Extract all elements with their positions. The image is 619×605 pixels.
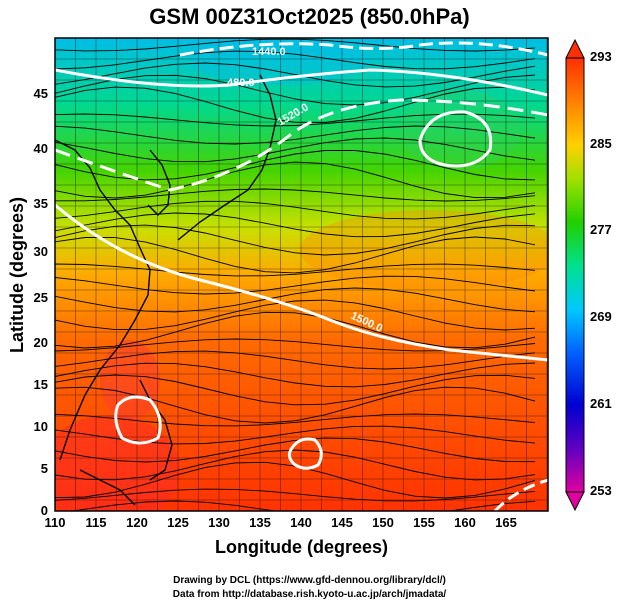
streamline [55, 425, 536, 445]
y-tick-label: 30 [34, 244, 48, 259]
streamline [55, 386, 536, 424]
colorbar-tick-label: 269 [590, 309, 612, 324]
coastline-japan [177, 74, 277, 241]
streamline [55, 224, 536, 256]
credit-drawing: Drawing by DCL (https://www.gfd-dennou.o… [173, 575, 446, 586]
plot-title: GSM 00Z31Oct2025 (850.0hPa) [149, 4, 470, 29]
colorbar-bottom-arrow [565, 491, 585, 512]
y-tick-label: 45 [34, 86, 48, 101]
streamline [55, 374, 536, 406]
contour-label: 480.0 [227, 77, 255, 89]
x-tick-label: 115 [86, 515, 107, 530]
y-tick-label: 5 [41, 461, 48, 476]
y-tick-label: 10 [34, 419, 48, 434]
y-tick-label: 40 [34, 141, 48, 156]
contour-ring-low-2 [287, 437, 323, 470]
contour-line-southeast [493, 478, 548, 511]
streamline [55, 350, 536, 370]
streamline [55, 488, 536, 502]
streamline [55, 86, 536, 123]
contour-ring-low-1 [114, 395, 162, 445]
y-tick-label: 25 [34, 290, 48, 305]
streamline [55, 287, 536, 313]
colorbar-top-arrow [565, 38, 585, 59]
streamline [55, 413, 536, 427]
colorbar: 293 285 277 269 261 253 [565, 38, 612, 512]
y-axis-ticks: 0 5 10 15 20 25 30 35 40 45 [34, 86, 48, 518]
colorbar-tick-label: 261 [590, 396, 612, 411]
x-tick-label: 135 [249, 515, 271, 530]
coastline-philippines [139, 379, 173, 481]
x-tick-label: 150 [372, 515, 394, 530]
streamline [55, 150, 536, 181]
x-tick-label: 110 [45, 515, 66, 530]
streamline [55, 137, 536, 163]
x-axis-ticks: 110 115 120 125 130 135 140 145 150 155 … [45, 515, 517, 530]
streamline [55, 362, 536, 388]
streamline [55, 62, 536, 88]
streamline [55, 200, 536, 220]
streamline [55, 50, 536, 70]
x-tick-label: 120 [126, 515, 148, 530]
streamlines [55, 38, 536, 511]
y-tick-label: 0 [41, 503, 48, 518]
streamline [55, 311, 536, 349]
x-tick-label: 145 [331, 515, 353, 530]
contour-line-1440 [179, 41, 548, 57]
x-tick-label: 130 [208, 515, 230, 530]
colorbar-scale [565, 57, 585, 493]
contour-line-1500 [55, 203, 548, 362]
colorbar-tick-label: 285 [590, 136, 612, 151]
colorbar-tick-label: 293 [590, 49, 612, 64]
x-tick-label: 125 [167, 515, 189, 530]
coastline-borneo [79, 469, 136, 506]
weather-map: 1440.0 480.0 1520.0 1500.0 110 115 120 1… [34, 37, 612, 530]
streamline [55, 263, 536, 277]
contour-line-480 [55, 68, 548, 97]
plot-frame [54, 37, 549, 512]
x-tick-label: 160 [454, 515, 476, 530]
x-axis-label: Longitude (degrees) [214, 537, 388, 557]
x-tick-label: 140 [290, 515, 312, 530]
streamline [55, 449, 536, 481]
streamline [55, 161, 536, 199]
contour-ring-high [418, 110, 493, 168]
colorbar-tick-label: 253 [590, 483, 612, 498]
streamline [55, 275, 536, 295]
y-axis-label: Latitude (degrees) [7, 196, 27, 354]
y-tick-label: 15 [34, 377, 48, 392]
y-tick-label: 35 [34, 196, 48, 211]
streamline [55, 437, 536, 463]
colorbar-tick-label: 277 [590, 222, 612, 237]
credit-data: Data from http://database.rish.kyoto-u.a… [172, 589, 447, 600]
contour-label: 1440.0 [252, 46, 286, 58]
x-tick-label: 155 [413, 515, 435, 530]
geopotential-contours [55, 41, 548, 511]
streamline [55, 38, 536, 52]
streamline [55, 212, 536, 238]
streamline [55, 236, 536, 274]
streamline [55, 188, 536, 202]
contour-line-1520 [55, 98, 548, 192]
x-tick-label: 165 [495, 515, 517, 530]
streamline [55, 461, 536, 499]
y-tick-label: 20 [34, 335, 48, 350]
